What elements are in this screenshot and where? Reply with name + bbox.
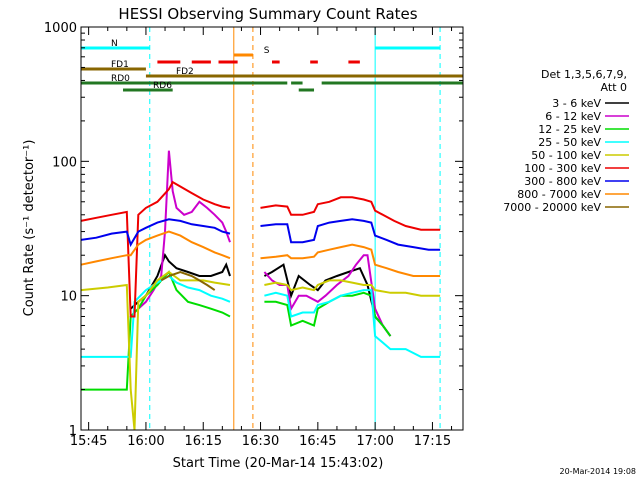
vertical-markers <box>149 27 441 430</box>
x-tick-label: 16:15 <box>185 434 222 449</box>
legend-entry-label: 50 - 100 keV <box>531 149 601 162</box>
series-line-800-7000-kev <box>260 243 441 277</box>
legend-entry-label: 6 - 12 keV <box>545 110 601 123</box>
legend-entry-label: 7000 - 20000 keV <box>503 201 601 214</box>
x-axis-label: Start Time (20-Mar-14 15:43:02) <box>173 456 384 471</box>
x-tick-label: 17:15 <box>414 434 451 449</box>
flag-label: N <box>111 39 118 49</box>
x-tick-label: 15:45 <box>70 434 107 449</box>
series-line-800-7000-kev <box>80 230 231 266</box>
timestamp: 20-Mar-2014 19:08 <box>560 467 637 476</box>
x-tick-label: 16:00 <box>127 434 164 449</box>
series-line-100-300-kev <box>80 180 231 318</box>
series-line-300-800-kev <box>260 218 441 251</box>
x-tick-label: 16:45 <box>299 434 336 449</box>
flag-label: FD1 <box>111 60 129 70</box>
y-tick-label: 1 <box>69 424 77 439</box>
flag-label: RD6 <box>153 81 172 91</box>
series-line-300-800-kev <box>80 218 231 248</box>
y-tick-label: 10 <box>60 290 77 305</box>
series-line-7000-20000-kev <box>160 270 216 291</box>
chart-title: HESSI Observing Summary Count Rates <box>118 5 417 23</box>
legend-entry-label: 100 - 300 keV <box>524 162 601 175</box>
legend-entry-label: 800 - 7000 keV <box>517 188 601 201</box>
x-tick-label: 16:30 <box>242 434 279 449</box>
series-line-50-100-kev <box>80 270 231 431</box>
y-tick-label: 1000 <box>44 21 77 36</box>
legend-entry-label: 25 - 50 keV <box>538 136 601 149</box>
legend-entry-label: 300 - 800 keV <box>524 175 601 188</box>
flag-label: RD0 <box>111 74 130 84</box>
legend-entry-label: 3 - 6 keV <box>552 97 601 110</box>
y-tick-label: 100 <box>52 155 77 170</box>
legend-header-1: Det 1,3,5,6,7,9, <box>541 68 627 81</box>
plot-area: N S FD1 FD2 RD0 RD6 15:45 16:00 16:15 16:30 16:45… <box>44 21 464 449</box>
series-line-100-300-kev <box>260 196 441 231</box>
series-line-25-50-kev <box>264 289 441 358</box>
series-line-50-100-kev <box>264 279 441 297</box>
flag-bars: N S FD1 FD2 RD0 RD6 <box>81 39 463 92</box>
plot-frame <box>80 26 464 431</box>
series-line-12-25-kev <box>81 270 231 391</box>
data-series <box>80 150 441 431</box>
legend-entry-label: 12 - 25 keV <box>538 123 601 136</box>
x-tick-label: 17:00 <box>356 434 393 449</box>
flag-label: FD2 <box>176 67 194 77</box>
legend-header-2: Att 0 <box>601 81 627 94</box>
y-axis-label: Count Rate (s⁻¹ detector⁻¹) <box>22 140 37 317</box>
flag-label: S <box>264 46 270 56</box>
axes: 15:45 16:00 16:15 16:30 16:45 17:00 17:15 1 10 10… <box>44 21 463 449</box>
